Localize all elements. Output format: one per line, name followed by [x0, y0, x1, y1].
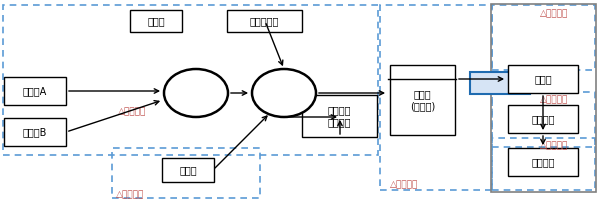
- Text: 清洗模块
废液模块: 清洗模块 废液模块: [328, 105, 351, 127]
- Text: 光学系: 光学系: [534, 74, 552, 84]
- Text: 色谱柱
(层析柱): 色谱柱 (层析柱): [410, 89, 435, 111]
- Text: 吸样针: 吸样针: [179, 165, 197, 175]
- Text: 样本喷射阀: 样本喷射阀: [250, 16, 279, 26]
- Bar: [4, 118, 66, 146]
- Ellipse shape: [164, 69, 228, 117]
- Bar: [508, 148, 578, 176]
- Bar: [508, 65, 578, 93]
- Text: △软件组件: △软件组件: [540, 96, 568, 105]
- Text: 输出结果: 输出结果: [531, 157, 555, 167]
- Text: △显示模块: △显示模块: [540, 142, 568, 151]
- Text: 洗脱液B: 洗脱液B: [23, 127, 47, 137]
- Text: △取样模块: △取样模块: [118, 108, 146, 117]
- Bar: [162, 158, 214, 182]
- Bar: [302, 95, 377, 137]
- Bar: [508, 105, 578, 133]
- Bar: [3, 5, 378, 155]
- Text: △分离模块: △分离模块: [390, 181, 418, 189]
- Text: 洗脱液A: 洗脱液A: [23, 86, 47, 96]
- Bar: [492, 138, 595, 190]
- Bar: [492, 92, 595, 147]
- Bar: [112, 148, 260, 198]
- Bar: [380, 5, 492, 190]
- Bar: [227, 10, 302, 32]
- Bar: [470, 72, 530, 94]
- Text: 送液泵: 送液泵: [147, 16, 165, 26]
- Bar: [492, 5, 595, 70]
- Ellipse shape: [252, 69, 316, 117]
- Text: △进样模块: △进样模块: [116, 190, 145, 199]
- Text: 数据处理: 数据处理: [531, 114, 555, 124]
- Bar: [130, 10, 182, 32]
- Text: △检测模块: △检测模块: [540, 9, 568, 18]
- Bar: [390, 65, 455, 135]
- Bar: [491, 4, 596, 192]
- Bar: [4, 77, 66, 105]
